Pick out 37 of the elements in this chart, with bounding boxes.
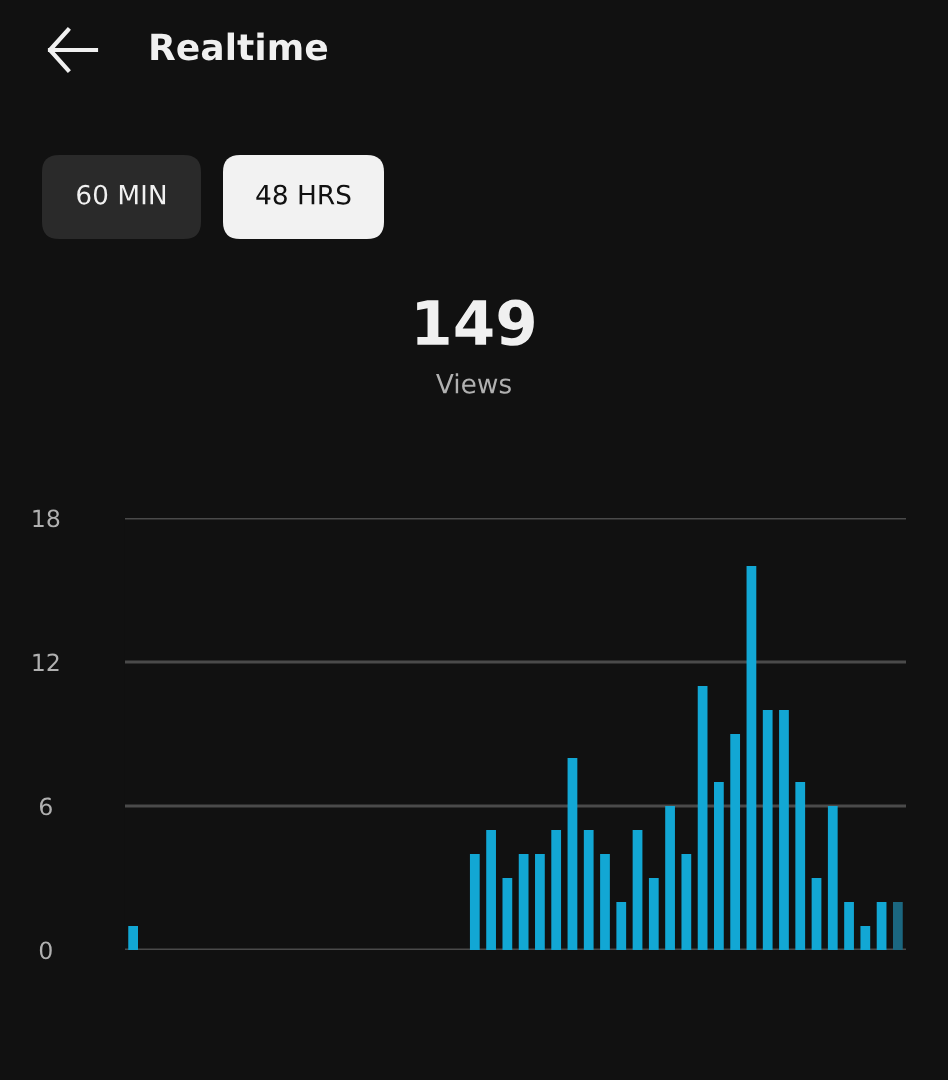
bar bbox=[128, 926, 139, 950]
chart-subtitle: 149 bbox=[417, 299, 534, 346]
bar bbox=[762, 710, 773, 950]
bar bbox=[795, 782, 806, 950]
text: 48 HRS bbox=[256, 184, 351, 205]
bar bbox=[697, 686, 708, 950]
bar bbox=[860, 926, 871, 950]
bar bbox=[535, 854, 545, 950]
bar bbox=[632, 830, 643, 950]
bar bbox=[567, 758, 578, 950]
bar bbox=[844, 902, 854, 950]
y-tick-label: 0 bbox=[39, 941, 52, 960]
text: 60 MIN bbox=[77, 184, 166, 205]
chart-title: Realtime bbox=[151, 32, 328, 61]
y-tick-label: 18 bbox=[33, 509, 60, 528]
bar bbox=[827, 806, 838, 950]
bar bbox=[616, 902, 627, 950]
bar bbox=[486, 830, 496, 950]
bar bbox=[551, 830, 562, 950]
bar bbox=[518, 854, 529, 950]
y-tick-label: 6 bbox=[39, 797, 52, 816]
bar bbox=[600, 854, 610, 950]
bar bbox=[730, 734, 741, 950]
bar bbox=[811, 878, 822, 950]
bar bbox=[746, 566, 757, 950]
bar bbox=[583, 830, 594, 950]
text: Views bbox=[436, 373, 511, 394]
bar bbox=[665, 806, 675, 950]
bar bbox=[469, 854, 480, 950]
bar bbox=[892, 902, 903, 950]
bar bbox=[648, 878, 659, 950]
bar bbox=[714, 782, 724, 950]
bar bbox=[876, 902, 887, 950]
bar bbox=[681, 854, 692, 950]
bar bbox=[779, 710, 789, 950]
y-tick-label: 12 bbox=[33, 653, 59, 671]
bar bbox=[502, 878, 513, 950]
